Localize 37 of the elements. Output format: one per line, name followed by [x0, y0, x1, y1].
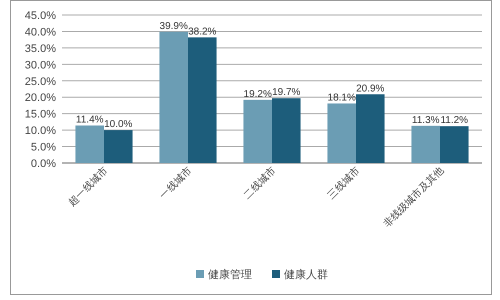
- bar: [411, 126, 440, 163]
- data-label: 10.0%: [104, 119, 133, 130]
- data-label: 20.9%: [356, 83, 385, 94]
- bar: [159, 32, 188, 163]
- y-tick-label: 0.0%: [30, 158, 56, 170]
- legend-label: 健康管理: [208, 268, 252, 281]
- data-label: 11.3%: [412, 114, 440, 126]
- y-tick-label: 40.0%: [24, 26, 56, 38]
- y-tick-label: 10.0%: [24, 125, 56, 138]
- data-label: 11.2%: [440, 115, 468, 126]
- y-tick-label: 45.0%: [24, 10, 56, 22]
- y-tick-label: 35.0%: [24, 42, 56, 55]
- data-label: 39.9%: [160, 20, 188, 32]
- bar: [356, 94, 385, 163]
- x-tick-label: 超一线城市: [66, 164, 110, 208]
- x-tick-label: 三线城市: [325, 164, 362, 202]
- bar: [327, 103, 356, 163]
- bar: [188, 37, 217, 163]
- bar: [243, 100, 272, 163]
- data-label: 38.2%: [188, 26, 217, 38]
- data-label: 19.7%: [272, 87, 301, 98]
- legend-label: 健康人群: [284, 268, 328, 281]
- bar: [75, 126, 104, 163]
- bar: [440, 126, 469, 163]
- data-label: 18.1%: [328, 92, 356, 104]
- data-label: 19.2%: [244, 88, 272, 100]
- x-tick-label: 非线级城市及其他: [381, 164, 446, 230]
- x-tick-label: 一线城市: [157, 164, 194, 202]
- y-tick-label: 15.0%: [24, 108, 56, 121]
- bar: [272, 98, 301, 163]
- y-tick-label: 20.0%: [24, 92, 56, 104]
- y-tick-label: 25.0%: [24, 76, 56, 88]
- y-tick-label: 5.0%: [30, 142, 56, 154]
- y-tick-label: 30.0%: [24, 59, 56, 72]
- data-label: 11.4%: [76, 114, 104, 126]
- bar: [104, 130, 133, 163]
- x-tick-label: 二线城市: [241, 164, 278, 202]
